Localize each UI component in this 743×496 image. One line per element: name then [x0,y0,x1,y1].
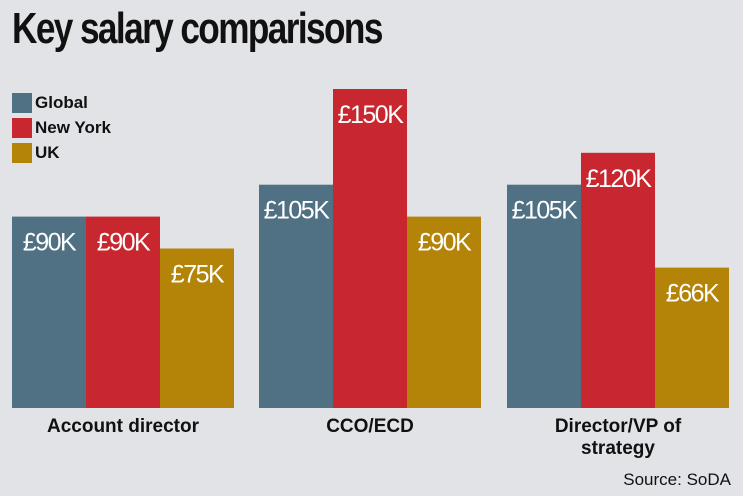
bar-value-label: £90K [23,229,77,257]
bar-global-2 [259,184,333,408]
legend-swatch-new-york [12,117,32,138]
bar-value-label: £90K [97,229,151,257]
legend: Global New York UK [12,90,111,165]
bar-value-label: £150K [338,101,405,129]
legend-item-uk: UK [12,140,111,165]
legend-swatch-uk [12,142,32,163]
bar-global-3 [507,184,581,408]
source-note: Source: SoDA [623,470,731,489]
legend-swatch-global [12,92,32,113]
bar-value-label: £90K [418,229,472,257]
bar-value-label: £105K [264,197,331,225]
category-label: Account director [47,416,200,437]
bar-uk-1 [160,248,234,408]
bar-new-york-2 [333,89,407,408]
category-label: CCO/ECD [326,416,414,437]
bar-value-label: £66K [666,280,720,308]
category-label: Director/VP of [555,416,682,437]
bar-value-label: £105K [512,197,579,225]
category-label: strategy [581,438,655,459]
bar-uk-2 [407,216,481,408]
legend-item-new-york: New York [12,115,111,140]
bar-value-label: £75K [171,261,225,289]
bar-value-label: £120K [586,165,653,193]
bar-global-1 [12,216,86,408]
chart-title: Key salary comparisons [12,4,383,53]
legend-label-uk: UK [35,142,60,162]
bar-new-york-3 [581,152,655,408]
legend-label-global: Global [35,92,88,112]
bar-uk-3 [655,267,729,408]
legend-item-global: Global [12,90,111,115]
bar-new-york-1 [86,216,160,408]
legend-label-new-york: New York [35,117,111,137]
